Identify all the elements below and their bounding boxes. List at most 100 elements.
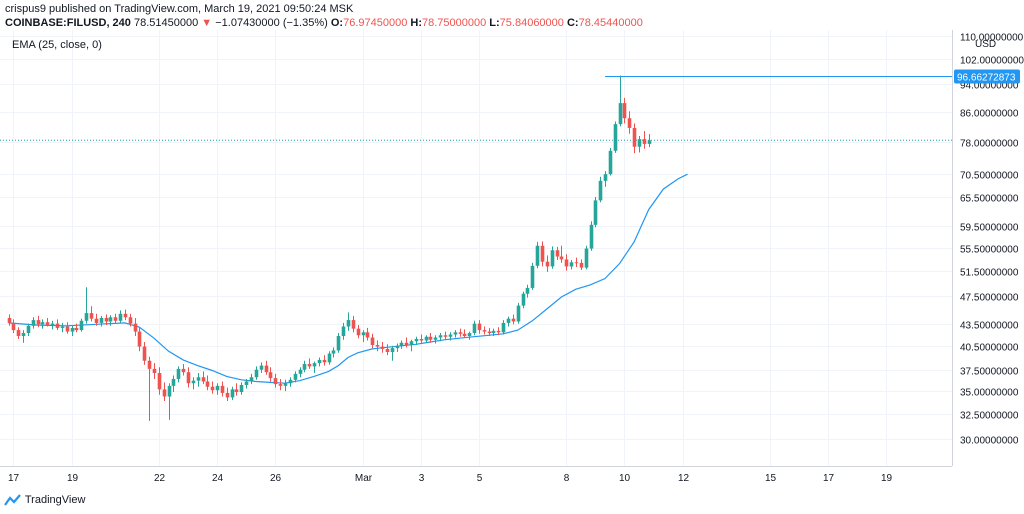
candle xyxy=(647,134,652,148)
y-tick-label: 102.00000000 xyxy=(960,56,1024,67)
candle-body xyxy=(118,313,123,321)
candle-body xyxy=(448,334,453,337)
candle xyxy=(201,371,206,385)
candle xyxy=(424,335,429,343)
candle xyxy=(399,340,404,349)
candle-body xyxy=(60,326,65,328)
candle-body xyxy=(443,335,448,337)
candle-body xyxy=(283,383,288,386)
candle xyxy=(16,327,21,339)
candle-body xyxy=(259,365,264,370)
high-label: H: xyxy=(410,17,422,29)
candle xyxy=(94,313,99,326)
y-tick-label: 55.50000000 xyxy=(960,245,1019,256)
candle-body xyxy=(385,348,390,353)
candle-body xyxy=(361,332,366,336)
candle-body xyxy=(540,245,545,262)
candle-body xyxy=(380,346,385,349)
candle-body xyxy=(133,323,138,332)
candle-body xyxy=(36,320,41,325)
candle-body xyxy=(142,346,147,361)
candle xyxy=(65,322,70,334)
candle-body xyxy=(288,379,293,384)
candle-body xyxy=(589,224,594,249)
candle xyxy=(89,306,94,322)
candle-body xyxy=(268,372,273,379)
y-tick-label: 86.00000000 xyxy=(960,109,1019,120)
candle-body xyxy=(273,378,278,385)
candle-body xyxy=(327,353,332,363)
candle xyxy=(375,340,380,352)
x-tick-label: 17 xyxy=(8,473,20,484)
candle-body xyxy=(622,103,627,119)
candle xyxy=(390,345,395,361)
candle-body xyxy=(264,365,269,373)
candle xyxy=(365,327,370,341)
candle-body xyxy=(215,385,220,391)
candle-body xyxy=(99,317,104,323)
candle-body xyxy=(191,380,196,384)
candle xyxy=(317,357,322,367)
x-tick-label: 8 xyxy=(564,473,570,484)
candle xyxy=(181,363,186,376)
candle-body xyxy=(370,337,375,346)
candle-body xyxy=(399,342,404,346)
candle xyxy=(438,333,443,342)
candle-body xyxy=(404,342,409,346)
candle xyxy=(462,329,467,338)
y-tick-label: 32.50000000 xyxy=(960,411,1019,422)
candle-body xyxy=(390,348,395,353)
candle-body xyxy=(157,373,162,390)
candle xyxy=(574,257,579,268)
candle xyxy=(555,246,560,260)
candle xyxy=(511,314,516,325)
x-tick-label: 12 xyxy=(678,473,690,484)
candle-body xyxy=(462,333,467,337)
candle xyxy=(516,302,521,324)
close-value: 78.45440000 xyxy=(578,17,643,29)
y-tick-label: 94.00000000 xyxy=(960,81,1019,92)
candle-body xyxy=(74,327,79,331)
candle-body xyxy=(40,322,45,325)
candle xyxy=(569,259,574,270)
candle-body xyxy=(123,313,128,318)
candle-body xyxy=(608,150,613,175)
candle-body xyxy=(637,139,642,147)
candle xyxy=(171,375,176,393)
candle xyxy=(550,246,555,269)
candle-body xyxy=(433,337,438,340)
candle-body xyxy=(220,385,225,393)
candle-body xyxy=(491,330,496,334)
x-tick-label: 10 xyxy=(619,473,631,484)
candle xyxy=(186,367,191,388)
price-tag-background xyxy=(954,69,1020,84)
candle xyxy=(273,373,278,388)
candles-layer xyxy=(7,75,652,421)
candle-body xyxy=(632,127,637,147)
indicator-label[interactable]: EMA (25, close, 0) xyxy=(12,39,102,51)
candle xyxy=(60,322,65,333)
candle xyxy=(613,121,618,153)
candle-body xyxy=(627,118,632,128)
candle xyxy=(254,366,259,380)
candle xyxy=(433,335,438,344)
candle-body xyxy=(336,336,341,351)
footer-brand[interactable]: TradingView xyxy=(4,494,85,506)
candle-body xyxy=(55,323,60,328)
candle-body xyxy=(409,341,414,346)
candle-body xyxy=(317,359,322,364)
candle-body xyxy=(196,377,201,381)
y-tick-label: 35.00000000 xyxy=(960,388,1019,399)
candle xyxy=(157,367,162,395)
candle xyxy=(589,221,594,251)
candle xyxy=(137,327,142,352)
candle-body xyxy=(21,333,26,337)
candle-body xyxy=(424,336,429,341)
tradingview-logo-icon xyxy=(4,494,21,506)
candle xyxy=(331,347,336,358)
candle xyxy=(104,314,109,326)
candle xyxy=(278,378,283,391)
candle xyxy=(142,342,147,365)
candle-body xyxy=(11,322,16,331)
